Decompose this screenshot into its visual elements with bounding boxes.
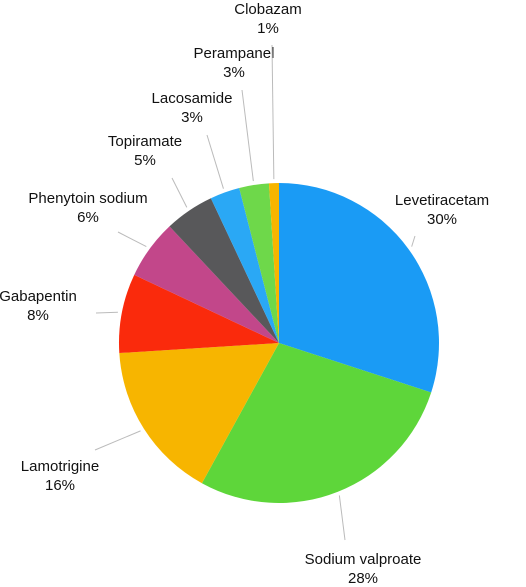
slice-value-label: 5% <box>134 152 156 169</box>
slice-label: Clobazam <box>234 1 302 18</box>
slice-value-label: 28% <box>348 570 378 587</box>
slice-label: Lamotrigine <box>21 458 99 475</box>
leader-line <box>171 177 188 208</box>
slice-value-label: 8% <box>27 307 49 324</box>
pie-slice <box>268 183 279 343</box>
pie-slice <box>279 183 439 393</box>
slice-value-label: 3% <box>181 109 203 126</box>
leader-line <box>338 495 346 541</box>
pie-slice <box>119 274 279 354</box>
leader-line <box>94 430 141 451</box>
pie-slice <box>239 183 279 343</box>
leader-line <box>271 44 275 180</box>
slice-label: Sodium valproate <box>305 551 422 568</box>
slice-value-label: 16% <box>45 477 75 494</box>
slice-value-label: 30% <box>427 211 457 228</box>
slice-value-label: 3% <box>223 64 245 81</box>
pie-slice <box>210 188 279 343</box>
slice-label: Gabapentin <box>0 288 77 305</box>
slice-label: Levetiracetam <box>395 192 489 209</box>
slice-value-label: 1% <box>257 20 279 37</box>
slice-label: Lacosamide <box>152 90 233 107</box>
pie-slice <box>201 343 432 504</box>
pie-slice <box>134 226 279 343</box>
slice-label: Perampanel <box>194 45 275 62</box>
leader-line <box>95 311 118 314</box>
leader-line <box>206 134 224 189</box>
leader-line <box>241 89 254 182</box>
pie-slice <box>119 343 279 484</box>
slice-label: Topiramate <box>108 133 182 150</box>
slice-label: Phenytoin sodium <box>28 190 147 207</box>
leader-line <box>117 231 147 248</box>
slice-value-label: 6% <box>77 209 99 226</box>
leader-line <box>411 235 416 247</box>
pie-slice <box>169 198 279 343</box>
